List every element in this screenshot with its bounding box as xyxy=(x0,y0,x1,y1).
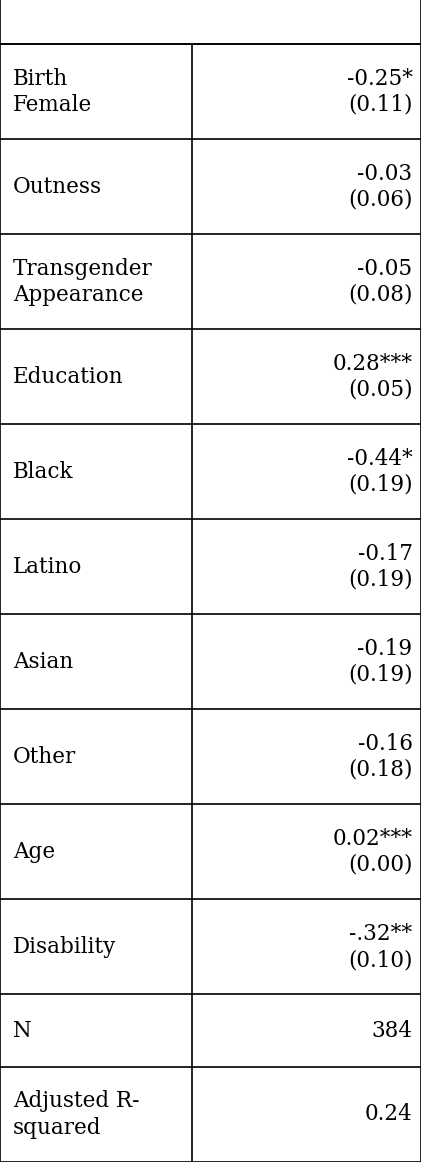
Text: 0.28***
(0.05): 0.28*** (0.05) xyxy=(333,352,413,401)
Text: -0.19
(0.19): -0.19 (0.19) xyxy=(348,638,413,686)
Text: 384: 384 xyxy=(372,1020,413,1041)
Text: Age: Age xyxy=(13,841,55,863)
Text: Black: Black xyxy=(13,461,73,482)
Text: Asian: Asian xyxy=(13,651,73,673)
Text: Birth
Female: Birth Female xyxy=(13,67,92,116)
Text: -0.17
(0.19): -0.17 (0.19) xyxy=(348,543,413,591)
Text: Transgender
Appearance: Transgender Appearance xyxy=(13,258,152,306)
Text: -0.05
(0.08): -0.05 (0.08) xyxy=(348,258,413,306)
Text: Outness: Outness xyxy=(13,175,102,198)
Text: Latino: Latino xyxy=(13,555,82,578)
Text: N: N xyxy=(13,1020,32,1041)
Text: 0.24: 0.24 xyxy=(365,1104,413,1126)
Text: Disability: Disability xyxy=(13,935,116,957)
Text: Other: Other xyxy=(13,746,76,768)
Text: -0.03
(0.06): -0.03 (0.06) xyxy=(348,163,413,210)
Text: -0.25*
(0.11): -0.25* (0.11) xyxy=(346,67,413,116)
Text: Education: Education xyxy=(13,366,123,388)
Text: -0.16
(0.18): -0.16 (0.18) xyxy=(348,733,413,781)
Text: -.32**
(0.10): -.32** (0.10) xyxy=(348,923,413,971)
Text: -0.44*
(0.19): -0.44* (0.19) xyxy=(347,447,413,496)
Text: Adjusted R-
squared: Adjusted R- squared xyxy=(13,1090,139,1139)
Text: 0.02***
(0.00): 0.02*** (0.00) xyxy=(333,827,413,876)
